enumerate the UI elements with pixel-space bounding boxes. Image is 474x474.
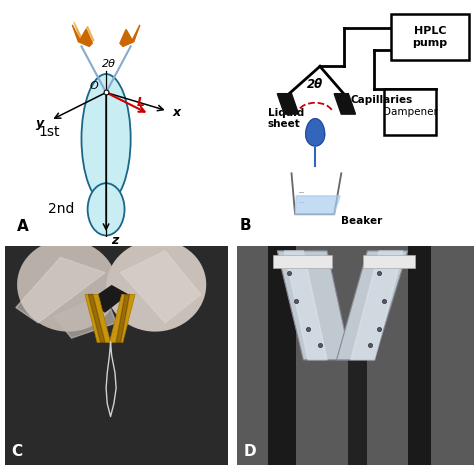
Polygon shape <box>16 257 105 323</box>
Bar <box>363 255 415 268</box>
Ellipse shape <box>17 240 117 332</box>
Text: O: O <box>90 81 99 91</box>
Polygon shape <box>72 25 92 46</box>
Text: Capillaries: Capillaries <box>351 95 413 106</box>
Polygon shape <box>120 25 140 46</box>
Polygon shape <box>116 294 129 342</box>
Polygon shape <box>120 251 201 323</box>
Polygon shape <box>90 286 127 312</box>
Text: A: A <box>17 219 28 234</box>
Text: B: B <box>239 218 251 233</box>
Text: C: C <box>11 444 23 459</box>
Text: y: y <box>36 117 45 130</box>
Polygon shape <box>74 22 94 43</box>
Bar <box>348 356 367 465</box>
Text: 2θ: 2θ <box>102 59 116 69</box>
Polygon shape <box>295 196 340 214</box>
Text: z: z <box>111 234 118 247</box>
Polygon shape <box>85 294 110 342</box>
Text: 2nd: 2nd <box>48 202 74 216</box>
Polygon shape <box>277 251 351 360</box>
Polygon shape <box>334 94 356 114</box>
Polygon shape <box>88 294 105 342</box>
Text: 2θ: 2θ <box>307 78 323 91</box>
Text: L: L <box>137 96 145 109</box>
Polygon shape <box>109 294 135 342</box>
Bar <box>408 246 431 465</box>
Polygon shape <box>337 251 408 360</box>
Bar <box>268 246 296 465</box>
Text: 1st: 1st <box>38 126 60 139</box>
Polygon shape <box>277 94 299 114</box>
Polygon shape <box>306 118 325 146</box>
Text: Dampener: Dampener <box>383 107 438 117</box>
Polygon shape <box>54 294 116 338</box>
Bar <box>391 14 469 60</box>
Ellipse shape <box>88 183 125 236</box>
Text: HPLC
pump: HPLC pump <box>412 26 448 47</box>
Text: D: D <box>244 444 257 459</box>
Polygon shape <box>351 251 403 360</box>
Bar <box>273 255 332 268</box>
Bar <box>384 89 436 135</box>
Ellipse shape <box>106 240 206 332</box>
Text: Beaker: Beaker <box>341 216 383 226</box>
Text: x: x <box>172 106 180 119</box>
Text: Liquid
sheet: Liquid sheet <box>268 108 304 129</box>
Polygon shape <box>284 251 327 360</box>
Ellipse shape <box>82 74 131 203</box>
